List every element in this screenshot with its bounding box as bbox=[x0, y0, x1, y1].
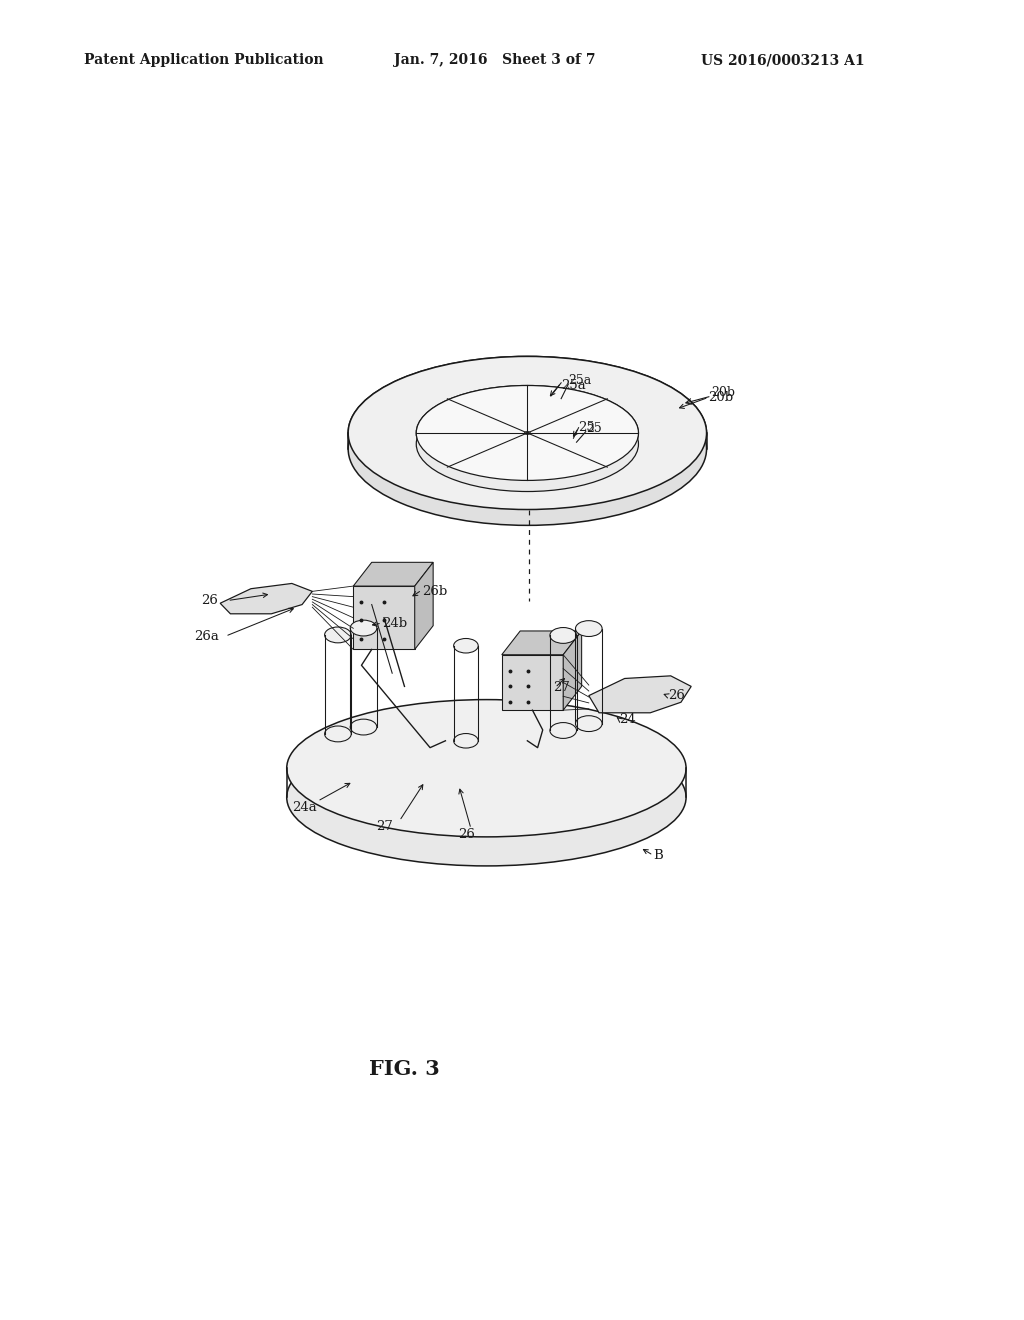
Ellipse shape bbox=[348, 372, 707, 525]
Text: 25: 25 bbox=[579, 421, 595, 434]
Text: 26: 26 bbox=[458, 828, 474, 841]
Ellipse shape bbox=[416, 385, 639, 480]
Text: 25a: 25a bbox=[568, 374, 592, 387]
Ellipse shape bbox=[454, 734, 478, 748]
Ellipse shape bbox=[287, 729, 686, 866]
Text: 25: 25 bbox=[586, 421, 601, 434]
Ellipse shape bbox=[350, 620, 377, 636]
Polygon shape bbox=[502, 631, 582, 655]
Ellipse shape bbox=[454, 639, 478, 653]
Ellipse shape bbox=[524, 432, 530, 434]
Ellipse shape bbox=[550, 627, 577, 643]
Polygon shape bbox=[415, 562, 433, 649]
Text: US 2016/0003213 A1: US 2016/0003213 A1 bbox=[701, 53, 865, 67]
Polygon shape bbox=[220, 583, 312, 614]
Text: Jan. 7, 2016   Sheet 3 of 7: Jan. 7, 2016 Sheet 3 of 7 bbox=[394, 53, 596, 67]
Text: FIG. 3: FIG. 3 bbox=[369, 1059, 440, 1080]
Text: Patent Application Publication: Patent Application Publication bbox=[84, 53, 324, 67]
Ellipse shape bbox=[325, 627, 351, 643]
Polygon shape bbox=[563, 631, 582, 710]
Polygon shape bbox=[502, 655, 563, 710]
Ellipse shape bbox=[287, 700, 686, 837]
Ellipse shape bbox=[575, 620, 602, 636]
Text: 26: 26 bbox=[668, 689, 684, 702]
Ellipse shape bbox=[416, 396, 639, 491]
Text: 27: 27 bbox=[376, 820, 392, 833]
Polygon shape bbox=[353, 586, 415, 649]
Text: 26b: 26b bbox=[422, 585, 447, 598]
Ellipse shape bbox=[550, 722, 577, 738]
Text: 26: 26 bbox=[201, 594, 217, 607]
Ellipse shape bbox=[325, 726, 351, 742]
Text: 24: 24 bbox=[620, 713, 636, 726]
Ellipse shape bbox=[575, 715, 602, 731]
Ellipse shape bbox=[348, 356, 707, 510]
Text: 24b: 24b bbox=[382, 616, 408, 630]
Text: 26a: 26a bbox=[195, 630, 219, 643]
Ellipse shape bbox=[416, 385, 639, 480]
Text: 27: 27 bbox=[553, 681, 569, 694]
Text: 24a: 24a bbox=[292, 801, 316, 814]
Ellipse shape bbox=[348, 356, 707, 510]
Text: 20b: 20b bbox=[712, 385, 735, 399]
Polygon shape bbox=[353, 562, 433, 586]
Text: B: B bbox=[653, 849, 664, 862]
Text: 20b: 20b bbox=[709, 391, 734, 404]
Ellipse shape bbox=[350, 719, 377, 735]
Polygon shape bbox=[589, 676, 691, 713]
Text: 25a: 25a bbox=[561, 379, 586, 392]
